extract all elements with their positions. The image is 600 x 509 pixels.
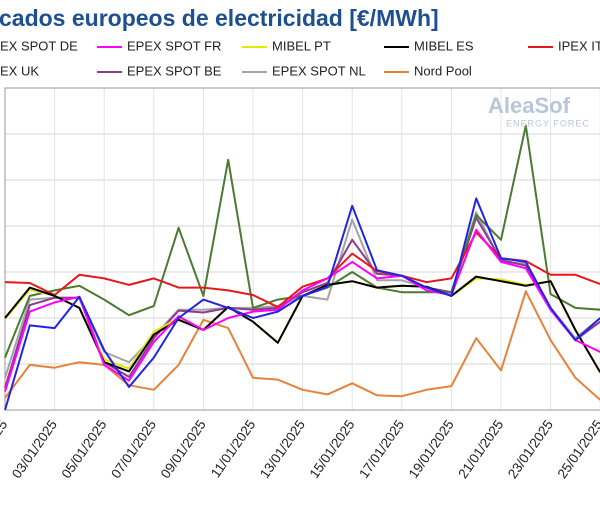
x-tick-label: 11/01/2025 [208,417,258,480]
x-tick-label: 03/01/2025 [9,417,60,481]
legend-label: MIBEL ES [414,38,474,53]
watermark-tagline: ENERGY FOREC [506,118,590,128]
legend-label: EPEX SPOT FR [127,38,221,53]
x-tick-label: 25/01/2025 [555,417,600,481]
series-line [4,228,600,392]
watermark-name: AleaSof [488,93,571,118]
legend-label: IPEX IT [558,38,600,53]
watermark: AleaSof ENERGY FOREC [488,93,590,129]
x-tick-label: 13/01/2025 [257,417,308,481]
legend-label: MIBEL PT [272,38,331,53]
x-tick-label: 19/01/2025 [406,417,457,481]
chart-title: cados europeos de electricidad [€/MWh] [0,5,439,31]
legend-label: Nord Pool [414,63,472,78]
x-tick-label: 17/01/2025 [356,417,407,481]
x-tick-label: 07/01/2025 [108,417,159,481]
series-line [4,197,600,411]
legend-label: EX SPOT DE [0,38,78,53]
legend-label: EPEX SPOT NL [272,63,366,78]
x-tick-label: 05/01/2025 [59,417,110,481]
x-tick-label: 09/01/2025 [158,417,209,481]
x-tick-label: 23/01/2025 [505,417,556,481]
legend-label: EPEX SPOT BE [127,63,222,78]
legend-label: EX UK [0,63,39,78]
plot-frame [4,87,600,411]
x-tick-label: 21/01/2025 [455,417,506,481]
x-tick-label: 15/01/2025 [307,417,358,481]
